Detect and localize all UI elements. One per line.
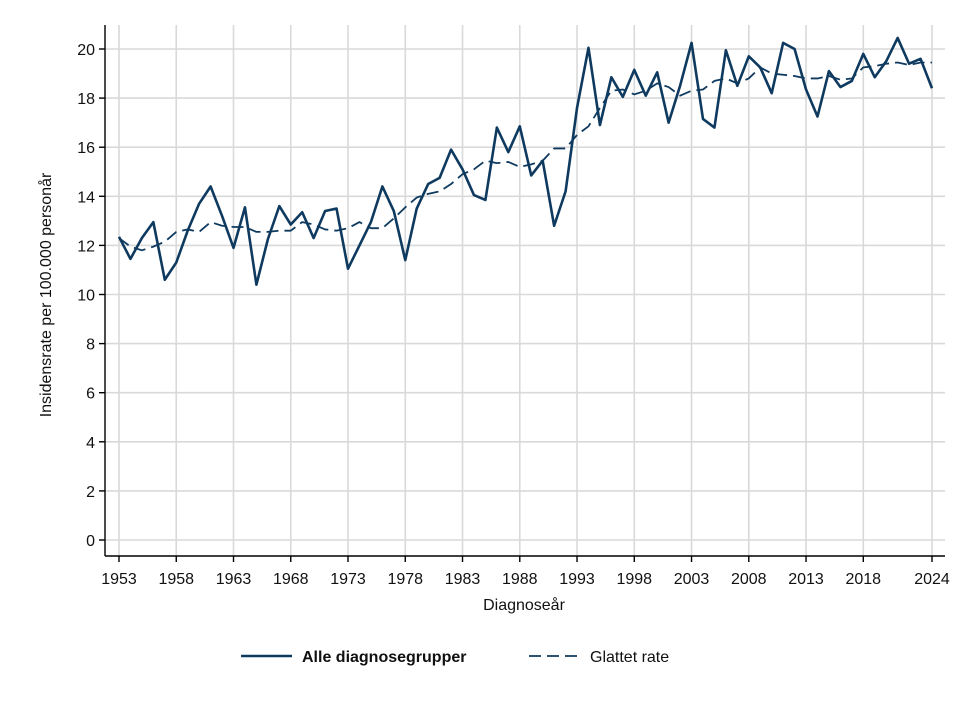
x-tick-label: 2013	[788, 571, 824, 588]
x-tick-label: 1993	[559, 571, 595, 588]
series-line-glattet-rate	[118, 61, 932, 252]
y-tick-label: 4	[86, 435, 95, 452]
y-tick-label: 18	[77, 91, 95, 108]
x-tick-label: 2018	[845, 571, 881, 588]
y-tick-label: 16	[77, 140, 95, 157]
legend: Alle diagnosegrupper Glattet rate	[241, 649, 669, 666]
x-tick-label: 2008	[731, 571, 767, 588]
x-tick-label: 1983	[445, 571, 481, 588]
legend-label-glattet-rate: Glattet rate	[590, 649, 669, 666]
x-tick-label: 1953	[101, 571, 137, 588]
x-tick-label: 2024	[914, 571, 950, 588]
grid	[105, 25, 945, 556]
x-tick-label: 1988	[502, 571, 538, 588]
x-tick-label: 1963	[216, 571, 252, 588]
x-tick-label: 2003	[674, 571, 710, 588]
y-tick-label: 10	[77, 288, 95, 305]
x-tick-label: 1978	[387, 571, 423, 588]
y-tick-label: 0	[86, 533, 95, 550]
y-tick-label: 14	[77, 189, 95, 206]
x-tick-label: 1958	[158, 571, 194, 588]
x-axis-title: Diagnoseår	[483, 596, 566, 614]
y-tick-label: 6	[86, 386, 95, 403]
y-tick-label: 8	[86, 337, 95, 354]
x-tick-label: 1973	[330, 571, 366, 588]
tick-labels: 0 2 4 6 8 10 12 14 16 18 20 1953 1958 1963 1968 1973 197…	[77, 42, 950, 588]
legend-label-alle-diagnosegrupper: Alle diagnosegrupper	[302, 649, 466, 666]
y-axis-title: Insidensrate per 100.000 personår	[37, 172, 55, 417]
series-line-alle-diagnosegrupper	[117, 36, 934, 286]
x-tick-label: 1998	[616, 571, 652, 588]
axes	[99, 25, 945, 562]
series-lines	[117, 36, 934, 286]
y-tick-label: 2	[86, 484, 95, 501]
y-tick-label: 12	[77, 238, 95, 255]
y-tick-label: 20	[77, 42, 95, 59]
x-tick-label: 1968	[273, 571, 309, 588]
